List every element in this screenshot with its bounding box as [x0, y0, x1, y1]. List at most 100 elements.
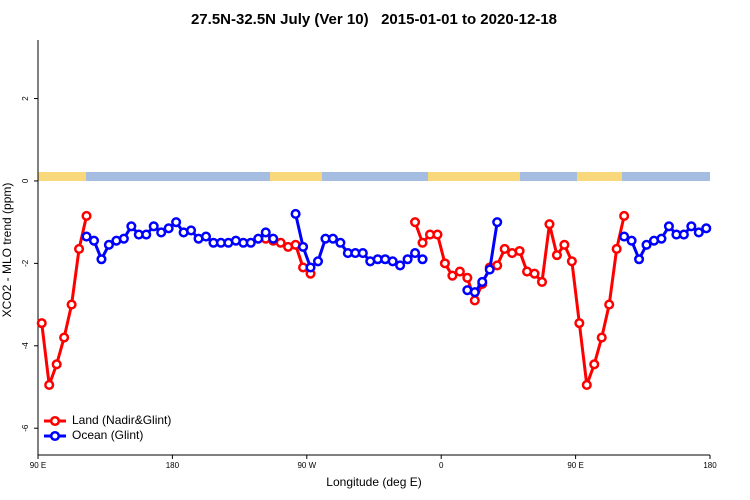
data-point	[141, 229, 152, 240]
data-point	[536, 276, 548, 287]
y-tick-label: 0	[21, 178, 30, 183]
data-point	[417, 254, 428, 265]
data-point	[44, 379, 55, 390]
ocean-strip	[622, 172, 710, 181]
data-point	[619, 210, 630, 222]
y-tick-label: -4	[21, 342, 30, 350]
land-strip	[270, 172, 322, 181]
data-point	[96, 254, 107, 265]
data-point	[581, 379, 592, 390]
y-tick-label: 2	[21, 96, 30, 101]
data-point	[88, 235, 100, 246]
ocean-strip	[520, 172, 577, 181]
data-point	[357, 248, 368, 259]
data-point	[81, 231, 92, 242]
data-point	[663, 221, 674, 232]
ocean-strip	[322, 172, 428, 181]
data-point	[619, 231, 630, 242]
land-strip	[428, 172, 520, 181]
data-point	[186, 225, 197, 236]
y-tick-label: -6	[21, 424, 30, 432]
data-point	[469, 295, 480, 306]
data-point	[634, 254, 645, 265]
data-point	[439, 258, 450, 269]
data-point	[312, 256, 324, 267]
data-point	[103, 239, 114, 250]
data-point	[327, 233, 338, 244]
data-point	[417, 237, 428, 248]
x-tick-label: 90 E	[30, 461, 46, 470]
data-point	[544, 219, 555, 230]
data-point	[200, 231, 212, 242]
x-axis-label: Longitude (deg E)	[326, 475, 421, 489]
x-tick-label: 180	[703, 461, 717, 470]
data-point	[335, 237, 346, 248]
data-point	[492, 217, 503, 228]
data-point	[454, 266, 465, 277]
data-point	[604, 299, 615, 310]
data-point	[387, 256, 398, 267]
x-tick-label: 0	[439, 461, 444, 470]
land-strip	[38, 172, 86, 181]
data-point	[118, 233, 129, 244]
data-point	[410, 217, 421, 228]
y-tick-label: -2	[21, 259, 30, 267]
data-point	[641, 239, 652, 250]
x-tick-label: 180	[166, 461, 180, 470]
data-point	[566, 256, 577, 267]
data-point	[551, 250, 562, 261]
legend-label: Land (Nadir&Glint)	[72, 413, 171, 427]
data-point	[156, 227, 167, 238]
y-axis-label: XCO2 - MLO trend (ppm)	[0, 183, 14, 318]
data-point	[59, 332, 70, 343]
data-point	[245, 237, 256, 248]
data-point	[305, 262, 316, 273]
data-point	[81, 210, 92, 222]
data-point	[260, 227, 271, 238]
data-point	[701, 223, 712, 234]
data-point	[148, 221, 159, 232]
data-point	[574, 318, 585, 329]
data-point	[611, 243, 622, 254]
data-point	[492, 260, 503, 271]
x-tick-label: 90 W	[297, 461, 316, 470]
data-point	[402, 254, 413, 265]
data-point	[589, 359, 600, 370]
data-point	[469, 287, 480, 298]
data-point	[74, 243, 85, 254]
data-point	[275, 237, 286, 248]
data-point	[529, 268, 540, 279]
data-point	[514, 245, 525, 257]
data-point	[51, 359, 62, 370]
data-point	[126, 221, 137, 232]
data-point	[447, 270, 458, 281]
legend-marker	[49, 430, 61, 442]
data-point	[477, 276, 488, 287]
ocean-strip	[86, 172, 270, 181]
data-point	[693, 227, 704, 238]
data-point	[163, 223, 174, 234]
legend-label: Ocean (Glint)	[72, 428, 143, 442]
data-point	[66, 299, 77, 310]
x-tick-label: 90 E	[567, 461, 583, 470]
data-point	[596, 332, 607, 343]
data-point	[36, 318, 47, 329]
data-point	[484, 264, 495, 275]
data-point	[462, 272, 473, 283]
data-point	[410, 248, 421, 259]
data-point	[686, 221, 697, 232]
data-point	[395, 260, 406, 271]
data-point	[432, 229, 443, 240]
data-point	[559, 239, 570, 250]
data-point	[290, 208, 301, 219]
chart-title: 27.5N-32.5N July (Ver 10) 2015-01-01 to …	[191, 11, 557, 28]
data-point	[626, 235, 637, 246]
data-point	[678, 229, 689, 240]
data-point	[298, 241, 309, 252]
data-point	[268, 233, 279, 244]
data-point	[656, 233, 667, 244]
data-point	[499, 243, 510, 254]
surface-strip	[38, 172, 710, 181]
data-point	[253, 233, 264, 244]
